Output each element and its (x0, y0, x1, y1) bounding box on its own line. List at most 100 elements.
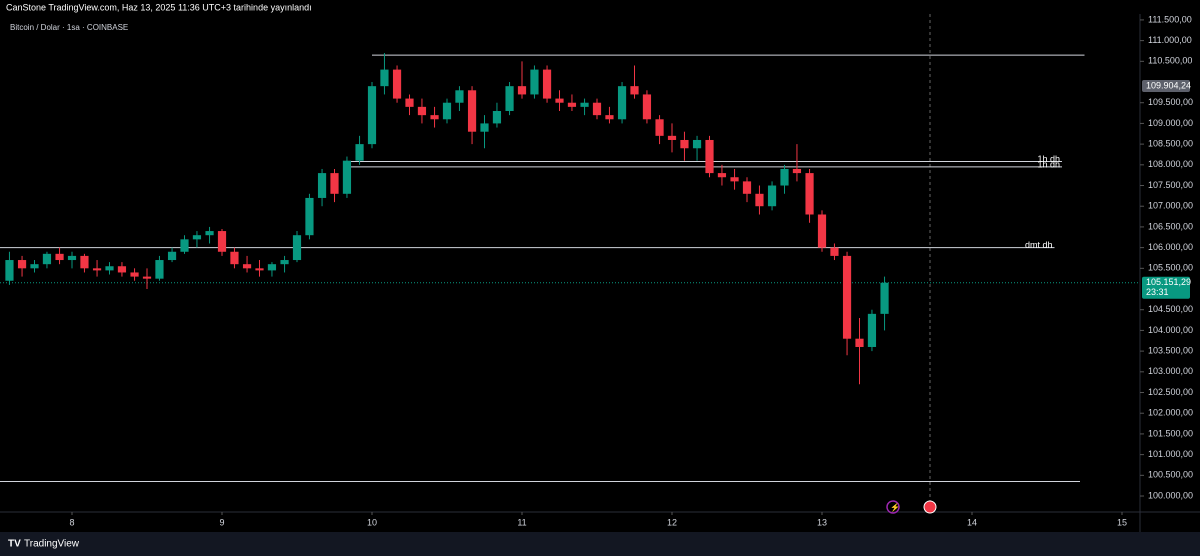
candle-body (630, 86, 639, 95)
price-label: 109.904,24 (1146, 80, 1191, 90)
footer-bar (0, 532, 1200, 556)
candle-body (542, 69, 552, 99)
candle-body (530, 69, 539, 95)
candle-body (655, 119, 664, 136)
candle-body (317, 173, 327, 198)
y-tick-label: 103.500,00 (1148, 345, 1193, 355)
candle-body (205, 231, 214, 236)
candle-body (42, 253, 52, 265)
y-tick-label: 111.500,00 (1148, 14, 1192, 24)
candle-body (855, 338, 864, 347)
candle-body (805, 173, 814, 215)
y-tick-label: 110.500,00 (1148, 56, 1192, 66)
candle-body (480, 123, 489, 132)
footer-logo: TradingView (24, 539, 80, 550)
level-label: dmt dh (1025, 240, 1053, 250)
y-tick-label: 100.000,00 (1148, 490, 1193, 500)
candle-body (142, 276, 152, 279)
candle-body (442, 102, 452, 120)
candle-body (55, 253, 64, 261)
candle-body (392, 69, 402, 99)
candle-body (792, 168, 802, 174)
candle-body (255, 268, 264, 271)
y-tick-label: 106.500,00 (1148, 221, 1193, 231)
y-tick-label: 107.000,00 (1148, 201, 1193, 211)
symbol-info: Bitcoin / Dolar · 1sa · COINBASE (10, 23, 128, 32)
candle-body (292, 235, 302, 261)
candle-body (592, 102, 602, 116)
y-tick-label: 101.500,00 (1148, 428, 1193, 438)
candle-body (455, 90, 464, 103)
y-tick-label: 106.000,00 (1148, 242, 1193, 252)
candle-body (342, 160, 352, 194)
y-tick-label: 108.000,00 (1148, 159, 1193, 169)
candle-body (5, 260, 14, 281)
candle-body (17, 260, 27, 269)
candle-body (517, 86, 527, 95)
candle-body (780, 168, 789, 186)
flag-icon[interactable] (923, 500, 937, 514)
candle-body (242, 264, 252, 269)
lightning-icon: ⚡ (890, 502, 900, 512)
candle-body (680, 139, 689, 149)
candle-body (217, 231, 227, 252)
candle-body (730, 177, 739, 182)
logo-mark: TV (8, 539, 21, 550)
y-tick-label: 104.500,00 (1148, 304, 1193, 314)
y-tick-label: 102.000,00 (1148, 408, 1193, 418)
candle-body (692, 139, 702, 149)
y-tick-label: 107.500,00 (1148, 180, 1193, 190)
event-icon[interactable] (886, 500, 900, 514)
price-label-box (1142, 276, 1190, 299)
candle-body (30, 264, 39, 269)
candle-body (280, 260, 289, 265)
candle-body (580, 102, 589, 107)
x-tick-label: 15 (1117, 517, 1127, 527)
candle-body (230, 251, 239, 265)
price-label: 105.151,29 (1146, 277, 1191, 287)
candle-body (842, 255, 852, 339)
candle-body (830, 247, 839, 256)
price-label-time: 23:31 (1146, 287, 1169, 297)
candle-body (380, 69, 389, 87)
candle-body (667, 135, 677, 140)
candle-body (867, 313, 877, 347)
x-tick-label: 8 (69, 517, 74, 527)
y-tick-label: 111.000,00 (1148, 35, 1192, 45)
candle-body (605, 115, 614, 120)
candle-body (105, 266, 114, 271)
candle-body (80, 255, 89, 269)
candle-body (817, 214, 827, 248)
candle-body (117, 266, 127, 273)
y-tick-label: 104.000,00 (1148, 325, 1193, 335)
header-title: CanStone TradingView.com, Haz 13, 2025 1… (6, 2, 312, 12)
candle-body (405, 98, 414, 107)
x-tick-label: 13 (817, 517, 827, 527)
candle-body (92, 268, 102, 271)
y-tick-label: 109.000,00 (1148, 118, 1193, 128)
candle-body (492, 111, 502, 124)
candle-body (155, 260, 164, 279)
candle-body (430, 115, 439, 120)
candle-body (742, 181, 752, 194)
x-tick-label: 11 (517, 517, 526, 527)
candle-body (755, 193, 764, 207)
level-label: 1h dh (1037, 159, 1060, 169)
candle-body (130, 272, 139, 277)
price-label-box (1142, 79, 1190, 92)
candle-body (767, 185, 777, 207)
level-label: 1h dh (1037, 154, 1060, 164)
candle-body (505, 86, 514, 112)
y-tick-label: 105.500,00 (1148, 263, 1193, 273)
candle-body (167, 251, 177, 261)
candle-body (880, 282, 889, 314)
candle-body (717, 173, 727, 178)
x-tick-label: 10 (367, 517, 377, 527)
y-tick-label: 101.000,00 (1148, 449, 1193, 459)
x-tick-label: 14 (967, 517, 977, 527)
candle-body (705, 139, 714, 174)
x-tick-label: 9 (219, 517, 224, 527)
